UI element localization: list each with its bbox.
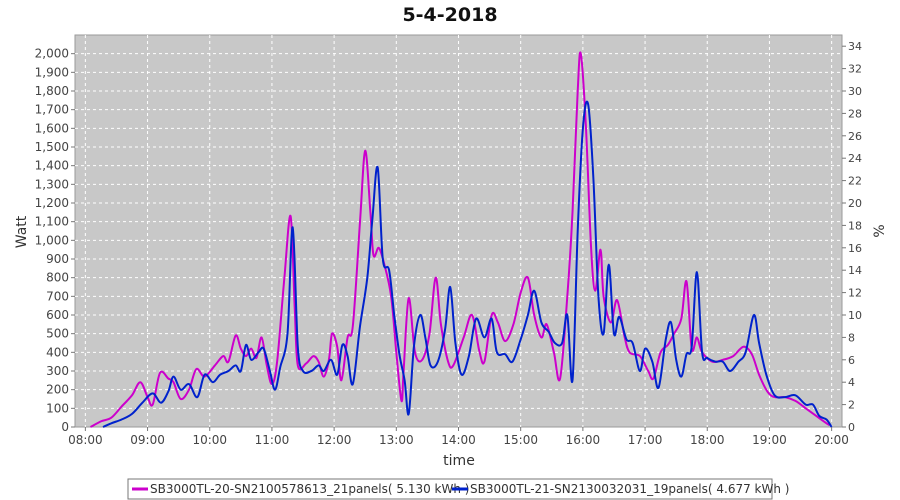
legend-label-series-1: SB3000TL-20-SN2100578613_21panels( 5.130… [150,482,469,496]
y2-tick-label: 6 [848,354,855,367]
y-tick-label: 1,300 [35,177,69,191]
y-tick-label: 1,800 [35,84,69,98]
x-tick-label: 08:00 [68,433,103,447]
y-tick-label: 900 [46,252,69,266]
y-tick-label: 300 [46,364,69,378]
x-tick-label: 14:00 [441,433,476,447]
y-tick-label: 800 [46,271,69,285]
y-tick-label: 400 [46,345,69,359]
y-tick-label: 100 [46,401,69,415]
series-line-2 [102,100,833,428]
y-tick-label: 1,000 [35,233,69,247]
y2-tick-label: 34 [848,40,862,53]
x-tick-label: 15:00 [503,433,538,447]
legend-label-series-2: SB3000TL-21-SN2130032031_19panels( 4.677… [470,482,789,496]
x-tick-label: 16:00 [566,433,601,447]
y-axis-title: Watt [14,215,30,248]
y2-tick-label: 32 [848,63,862,76]
x-tick-label: 11:00 [255,433,290,447]
y2-tick-label: 24 [848,152,862,165]
x-tick-label: 09:00 [130,433,165,447]
y-tick-label: 0 [61,420,69,434]
x-tick-label: 20:00 [814,433,849,447]
x-tick-label: 19:00 [752,433,787,447]
y2-tick-label: 26 [848,130,862,143]
y2-tick-label: 8 [848,331,855,344]
y2-tick-label: 12 [848,287,862,300]
y-tick-label: 1,500 [35,140,69,154]
y2-tick-label: 0 [848,421,855,434]
y-tick-label: 1,400 [35,159,69,173]
y2-tick-label: 28 [848,107,862,120]
axes: 01002003004005006007008009001,0001,1001,… [35,40,862,447]
chart-title: 5-4-2018 [402,4,497,26]
x-tick-label: 12:00 [317,433,352,447]
y2-tick-label: 14 [848,264,862,277]
y2-tick-label: 18 [848,219,862,232]
y2-tick-label: 22 [848,175,862,188]
y-tick-label: 700 [46,289,69,303]
x-tick-label: 17:00 [628,433,663,447]
legend: SB3000TL-20-SN2100578613_21panels( 5.130… [127,478,789,500]
y-tick-label: 2,000 [35,47,69,61]
y2-tick-label: 10 [848,309,862,322]
y2-tick-label: 4 [848,376,855,389]
y2-axis-title: % [872,224,888,237]
y2-tick-label: 20 [848,197,862,210]
y2-tick-label: 16 [848,242,862,255]
y-tick-label: 1,100 [35,215,69,229]
y-tick-label: 200 [46,383,69,397]
x-tick-label: 13:00 [379,433,414,447]
x-tick-label: 10:00 [192,433,227,447]
x-axis-title: time [443,453,475,469]
y2-tick-label: 2 [848,399,855,412]
y-tick-label: 1,700 [35,103,69,117]
y-tick-label: 1,900 [35,65,69,79]
y-tick-label: 1,200 [35,196,69,210]
series-lines [90,51,833,428]
series-line-1 [90,51,831,428]
x-tick-label: 18:00 [690,433,725,447]
y-tick-label: 1,600 [35,121,69,135]
y2-tick-label: 30 [848,85,862,98]
y-tick-label: 500 [46,327,69,341]
y-tick-label: 600 [46,308,69,322]
legend-box [127,478,773,500]
